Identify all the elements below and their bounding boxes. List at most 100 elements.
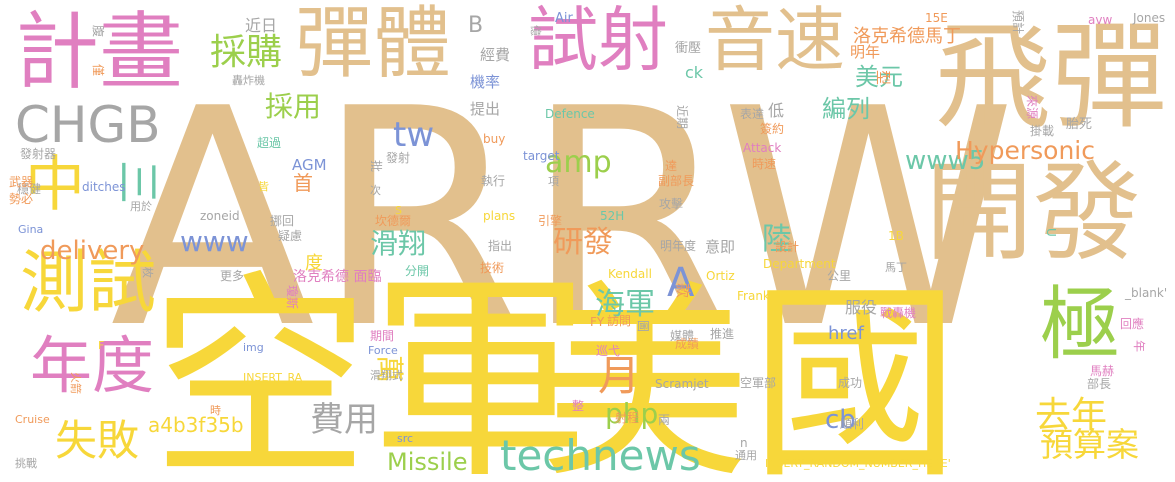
cloud-word: 執行	[481, 174, 506, 188]
cloud-word: 公里	[827, 269, 852, 283]
cloud-word: 副部長	[658, 174, 695, 188]
cloud-word: 兩	[658, 413, 671, 427]
cloud-word: img	[243, 341, 264, 354]
cloud-word: 洛克希德馬丁	[853, 26, 961, 47]
cloud-word: 批	[369, 160, 383, 173]
cloud-word: 音速	[705, 0, 845, 81]
cloud-word: 引擎	[538, 214, 563, 228]
cloud-word: technews	[500, 431, 701, 480]
cloud-word: CHGB	[15, 96, 161, 154]
cloud-word: 掛載	[1030, 124, 1055, 138]
cloud-word: 海軍	[595, 287, 655, 322]
cloud-word: 計畫	[15, 3, 184, 101]
cloud-word: 挪回	[270, 214, 295, 228]
cloud-word: 分開	[405, 264, 430, 278]
cloud-word: 指出	[488, 239, 513, 253]
cloud-word: 次	[370, 184, 381, 197]
cloud-word: 成績	[675, 337, 700, 351]
cloud-word: INSERT_RANDOM_NUMBER_HERE'	[765, 457, 951, 470]
cloud-word: 失敗	[55, 416, 140, 465]
cloud-word: 轟炸機	[232, 74, 265, 87]
cloud-word: 設計	[775, 240, 800, 254]
cloud-word: _blank'	[1125, 286, 1168, 300]
cloud-word: 通用	[735, 449, 757, 462]
cloud-word: A	[667, 260, 695, 306]
cloud-word: 美國	[540, 262, 961, 482]
cloud-word: 挑戰	[15, 457, 37, 470]
cloud-word: 巡弋	[596, 344, 621, 358]
cloud-word: 發射器	[20, 147, 57, 161]
cloud-word: B	[468, 13, 484, 38]
cloud-word: 疑慮	[278, 229, 303, 243]
cloud-word: target	[523, 149, 560, 163]
cloud-word: 試射	[528, 0, 668, 81]
cloud-word: 發射	[386, 151, 411, 165]
cloud-word: 腹	[91, 25, 105, 38]
cloud-word: 達	[665, 159, 678, 173]
cloud-word: 馬赫	[1090, 364, 1115, 378]
cloud-word: 勢必	[9, 192, 34, 206]
cloud-word: href	[828, 323, 864, 344]
cloud-word: 明年度	[660, 239, 697, 253]
cloud-word: delivery	[40, 236, 145, 266]
cloud-word: 機率	[470, 73, 501, 91]
cloud-word: 來源	[1025, 95, 1039, 120]
cloud-word: ck	[685, 63, 704, 82]
cloud-word: 訪問	[607, 314, 632, 328]
cloud-word: 攻擊	[659, 197, 684, 211]
cloud-word: 明年	[850, 43, 881, 61]
cloud-word: 枚	[141, 267, 154, 278]
cloud-word: 洛克希德 面臨	[293, 269, 382, 285]
cloud-word: 陸	[762, 222, 792, 257]
cloud-word: Jones	[1133, 11, 1166, 25]
cloud-word: Scramjet	[655, 377, 709, 391]
cloud-word: a4b3f35b	[148, 413, 244, 437]
cloud-word: 億	[529, 25, 542, 36]
cloud-word: 近期	[675, 105, 689, 130]
cloud-word: 推進	[710, 327, 735, 341]
cloud-word: 提出	[470, 100, 501, 118]
cloud-word: 馬丁	[885, 261, 907, 274]
cloud-word: INSERT_RA	[243, 371, 303, 384]
cloud-word: 研發	[553, 225, 613, 260]
cloud-word: 低	[768, 101, 785, 120]
cloud-word: 經費	[480, 46, 511, 64]
cloud-word: Attack	[743, 141, 782, 155]
cloud-word: 編列	[822, 95, 870, 123]
cloud-word: AGM	[292, 156, 327, 174]
cloud-word: www	[180, 225, 249, 258]
cloud-word: 胎死	[1066, 117, 1093, 132]
cloud-word: 費用	[310, 400, 378, 440]
cloud-word: 用於	[130, 200, 152, 213]
cloud-word: php	[605, 397, 659, 430]
cloud-word: 時速	[752, 157, 777, 171]
cloud-word: ditches	[82, 180, 126, 194]
cloud-word: 15E	[925, 11, 948, 25]
cloud-word: ARRW	[110, 45, 1017, 394]
cloud-word: 簽約	[760, 122, 785, 136]
cloud-word: Ortiz	[706, 269, 735, 283]
cloud-word: 測試	[20, 244, 157, 323]
cloud-word: 極	[1040, 278, 1120, 371]
cloud-word: buy	[483, 132, 506, 146]
cloud-word: 近日	[245, 16, 278, 35]
cloud-word: Frank	[737, 289, 770, 303]
cloud-word: 意即	[705, 238, 736, 256]
cloud-word: 型	[874, 70, 892, 86]
cloud-word: 期間	[370, 329, 395, 343]
cloud-word: 整	[572, 399, 585, 413]
cloud-word: Defence	[545, 107, 595, 121]
cloud-word: 超過	[257, 136, 282, 150]
cloud-word: 年度	[30, 329, 155, 402]
cloud-word: 成功	[838, 376, 863, 390]
cloud-word: 滑翔式	[370, 369, 403, 382]
cloud-word: 預算案	[1040, 425, 1139, 464]
cloud-word: 表達	[740, 107, 765, 121]
cloud-word: 服役	[845, 298, 878, 317]
cloud-word: 穩健	[17, 182, 42, 196]
cloud-word: 瓊斯	[285, 285, 299, 310]
cloud-word: 度	[305, 253, 323, 274]
cloud-word: 圖	[636, 320, 650, 333]
cloud-word: 火箭	[69, 372, 82, 394]
